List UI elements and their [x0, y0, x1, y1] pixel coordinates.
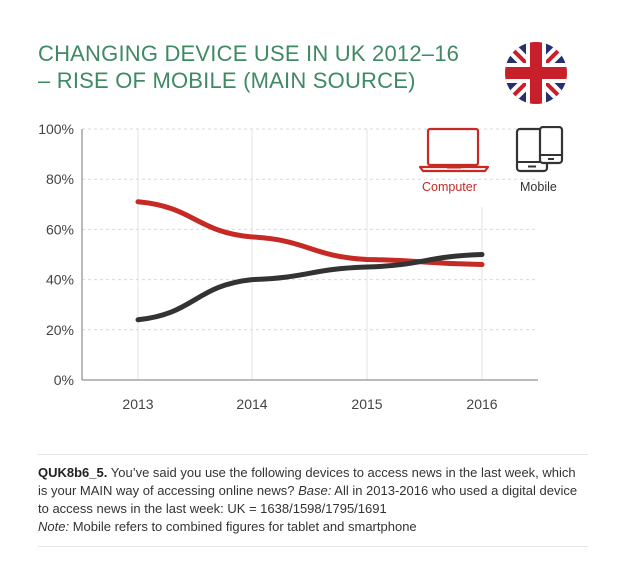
laptop-icon [418, 127, 490, 173]
chart-title: CHANGING DEVICE USE IN UK 2012–16 – RISE… [38, 40, 478, 94]
legend-label-mobile: Mobile [520, 180, 557, 194]
y-tick-label: 40% [46, 272, 74, 288]
y-axis-ticks: 0% 20% 40% 60% 80% 100% [38, 121, 74, 388]
y-tick-label: 100% [38, 121, 74, 137]
x-tick-label: 2014 [236, 396, 267, 412]
line-chart: 0% 20% 40% 60% 80% 100% 2013 2014 2015 2… [38, 121, 538, 412]
legend-item-mobile[interactable]: Mobile [510, 124, 570, 194]
y-tick-label: 60% [46, 221, 74, 237]
series [135, 199, 485, 323]
x-tick-label: 2013 [122, 396, 153, 412]
base-text: All in 2013-2016 who used a digital devi… [38, 483, 578, 516]
chart-title-line-2: – RISE OF MOBILE (MAIN SOURCE) [38, 68, 416, 93]
series-line-mobile [135, 252, 485, 323]
mobile-devices-icon [515, 126, 564, 173]
y-tick-label: 80% [46, 171, 74, 187]
y-tick-label: 0% [54, 372, 74, 388]
question-id: QUK8b6_5. [38, 465, 108, 480]
x-axis-ticks: 2013 2014 2015 2016 [122, 396, 497, 412]
y-tick-label: 20% [46, 322, 74, 338]
question-text: You’ve said you use the following device… [38, 465, 576, 498]
x-tick-label: 2015 [351, 396, 382, 412]
note-text: Mobile refers to combined figures for ta… [69, 519, 417, 534]
legend-item-computer[interactable]: Computer [414, 124, 494, 194]
chart-footnote: QUK8b6_5. You’ve said you use the follow… [38, 454, 588, 547]
x-tick-label: 2016 [466, 396, 497, 412]
note-label: Note: [38, 519, 70, 534]
uk-flag-icon [505, 42, 567, 104]
base-label: Base: [298, 483, 332, 498]
legend-label-computer: Computer [422, 180, 477, 194]
series-line-computer [135, 199, 485, 268]
chart-title-line-1: CHANGING DEVICE USE IN UK 2012–16 [38, 41, 460, 66]
